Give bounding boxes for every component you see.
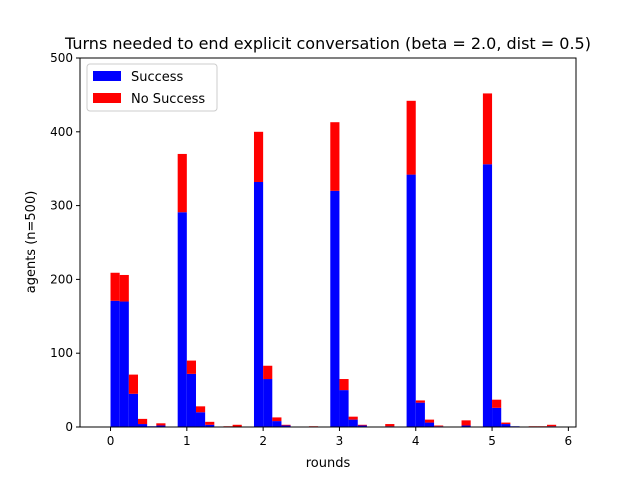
axes-frame (79, 57, 577, 428)
bar-success (330, 190, 340, 427)
x-tick-label: 4 (412, 434, 420, 448)
bar-success (156, 425, 166, 427)
bar-no-success (461, 420, 471, 426)
bar-no-success (348, 416, 358, 420)
bar-success (195, 412, 206, 427)
bar-no-success (357, 424, 367, 426)
legend-label: No Success (131, 92, 205, 107)
bar-no-success (434, 425, 444, 427)
bar-no-success (415, 400, 425, 403)
bar-no-success (177, 153, 187, 213)
bar-no-success (547, 424, 557, 427)
bar-no-success (406, 100, 416, 175)
bar-success (357, 425, 367, 427)
x-tick-label: 0 (107, 434, 115, 448)
bar-no-success (205, 421, 215, 425)
bar-success (110, 300, 120, 427)
bar-no-success (424, 419, 435, 423)
legend-swatch (93, 93, 121, 103)
bar-no-success (272, 417, 282, 422)
bar-no-success (137, 418, 148, 425)
bar-success (424, 422, 435, 427)
x-tick-label: 6 (565, 434, 573, 448)
x-tick-label: 3 (336, 434, 344, 448)
bar-success (263, 379, 273, 427)
x-axis-label: rounds (306, 456, 351, 471)
bar-no-success (482, 93, 493, 165)
bar-no-success (119, 274, 129, 302)
bar-no-success (195, 406, 206, 413)
bar-no-success (339, 379, 349, 391)
bar-success (177, 212, 187, 427)
legend-swatch (93, 71, 121, 81)
y-tick-label: 300 (50, 199, 73, 213)
legend: Success No Success (86, 63, 218, 112)
bar-no-success (330, 122, 340, 191)
bar-no-success (263, 365, 273, 380)
bar-success (348, 419, 358, 427)
bar-no-success (501, 422, 511, 425)
bar-success (415, 402, 425, 427)
y-tick-label: 100 (50, 346, 73, 360)
x-tick-label: 2 (259, 434, 267, 448)
bar-success (253, 181, 264, 427)
bar-success (205, 424, 215, 427)
bar-no-success (253, 131, 264, 182)
bar-no-success (110, 272, 120, 301)
x-tick-label: 1 (183, 434, 191, 448)
bar-no-success (492, 399, 502, 408)
chart-title: Turns needed to end explicit conversatio… (64, 34, 591, 53)
bar-success (406, 174, 416, 427)
bar-success (482, 164, 493, 427)
y-axis-label: agents (n=500) (24, 191, 39, 294)
bar-success (461, 425, 471, 427)
bar-no-success (128, 374, 138, 394)
bar-success (492, 407, 502, 427)
y-tick-label: 400 (50, 125, 73, 139)
bar-success (501, 424, 511, 427)
y-tick-label: 0 (65, 420, 73, 434)
bar-no-success (156, 423, 166, 426)
x-tick-label: 5 (488, 434, 496, 448)
plot-area: 0 1 2 3 4 5 6 0 100 200 300 400 500 (50, 51, 577, 448)
bar-success (186, 373, 196, 427)
bar-success (339, 390, 349, 427)
y-tick-label: 500 (50, 51, 73, 65)
bar-success (272, 421, 282, 427)
bar-no-success (281, 424, 291, 426)
bar-no-success (385, 424, 395, 427)
bar-success (281, 425, 291, 427)
bar-no-success (232, 424, 242, 427)
legend-label: Success (131, 70, 184, 85)
bar-success (137, 424, 148, 427)
bar-no-success (186, 360, 196, 374)
y-tick-label: 200 (50, 272, 73, 286)
bar-success (128, 393, 138, 427)
bar-success (119, 301, 129, 427)
